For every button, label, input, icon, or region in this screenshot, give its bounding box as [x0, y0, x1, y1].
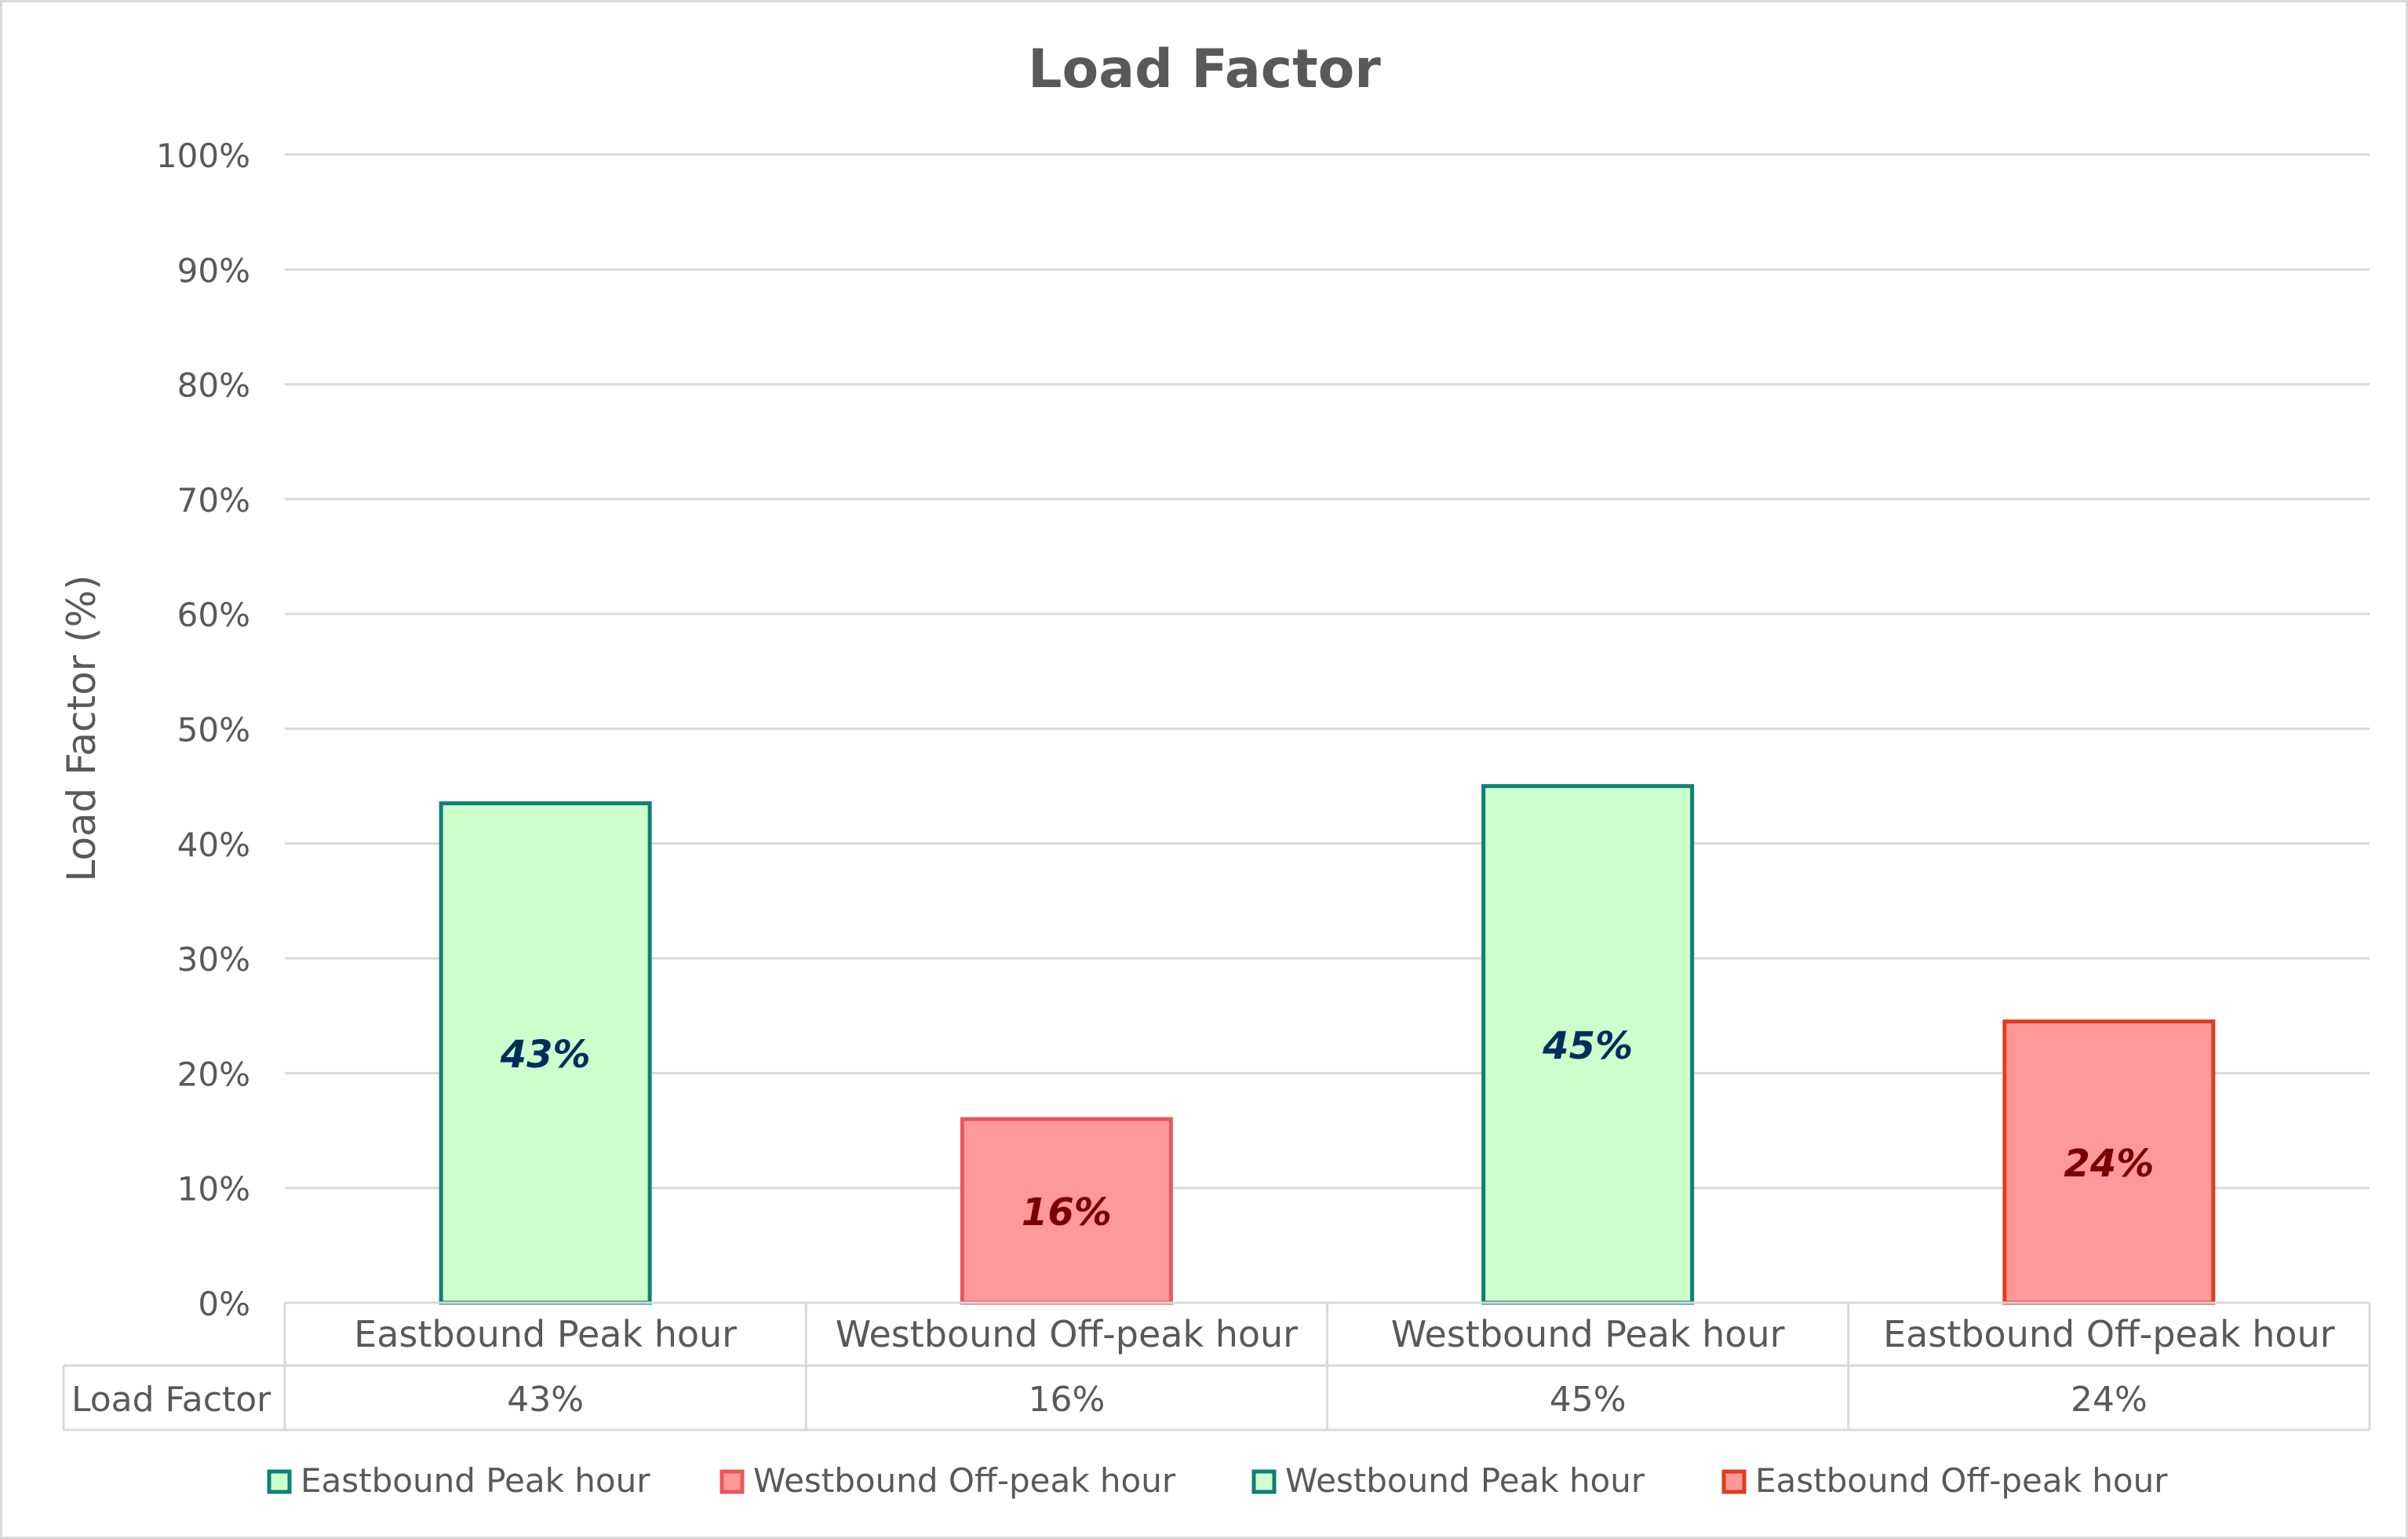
legend-swatch	[267, 1469, 292, 1494]
table-value: 16%	[1028, 1380, 1105, 1420]
y-tick-label: 30%	[177, 940, 250, 979]
bar	[960, 1117, 1173, 1305]
bar	[439, 801, 652, 1305]
category-label: Eastbound Off-peak hour	[1883, 1313, 2335, 1355]
y-axis-ticks: 0% 10% 20% 30% 40% 50% 60% 70% 80% 90% 100%	[156, 137, 250, 1323]
legend-label: Westbound Peak hour	[1285, 1461, 1645, 1500]
data-table: Eastbound Peak hour 43% Westbound Off-peak…	[62, 1301, 2371, 1431]
legend-swatch	[1251, 1469, 1277, 1494]
table-value: 43%	[507, 1380, 584, 1420]
y-tick-label: 100%	[156, 137, 250, 175]
bars	[439, 784, 2216, 1305]
legend-label: Westbound Off-peak hour	[753, 1461, 1176, 1500]
category-label: Westbound Peak hour	[1391, 1313, 1785, 1355]
y-axis-label: Load Factor (%)	[59, 574, 104, 881]
data-label: 45%	[1542, 1024, 1633, 1068]
legend-label: Eastbound Off-peak hour	[1755, 1461, 2168, 1500]
y-tick-label: 80%	[177, 367, 250, 405]
y-tick-label: 40%	[177, 826, 250, 864]
data-label: 24%	[2064, 1142, 2154, 1186]
y-tick-label: 60%	[177, 596, 250, 634]
legend-swatch	[719, 1469, 745, 1494]
y-tick-label: 70%	[177, 481, 250, 520]
legend-swatch	[1721, 1469, 1747, 1494]
y-tick-label: 10%	[177, 1170, 250, 1209]
y-tick-label: 90%	[177, 251, 250, 290]
legend-label: Eastbound Peak hour	[301, 1461, 650, 1500]
table-value: 45%	[1550, 1380, 1627, 1420]
y-tick-label: 50%	[177, 711, 250, 749]
y-tick-label: 20%	[177, 1055, 250, 1093]
category-label: Westbound Off-peak hour	[836, 1313, 1298, 1355]
legend: Eastbound Peak hour Westbound Off-peak ho…	[267, 1461, 2168, 1500]
y-tick-label: 0%	[198, 1285, 250, 1323]
table-row-label: Load Factor	[71, 1380, 271, 1420]
data-label: 16%	[1022, 1191, 1112, 1234]
data-labels: 43% 16% 45% 24%	[500, 1024, 2155, 1234]
data-label: 43%	[500, 1033, 591, 1077]
bar	[2002, 1019, 2216, 1305]
category-label: Eastbound Peak hour	[354, 1313, 737, 1355]
chart-title: Load Factor	[1028, 38, 1381, 100]
table-value: 24%	[2071, 1380, 2148, 1420]
